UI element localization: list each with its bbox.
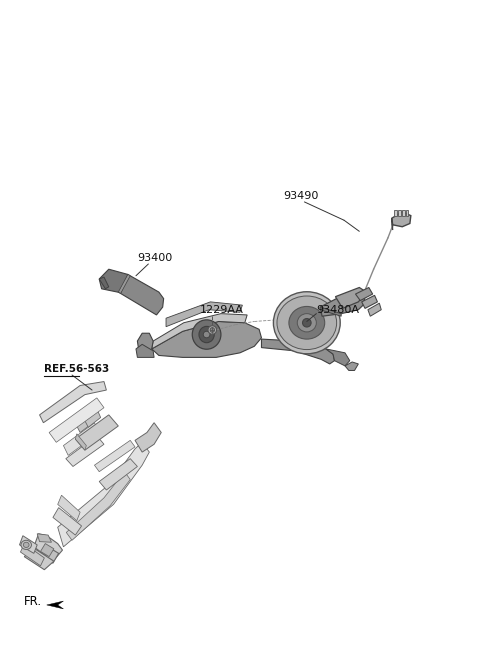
Polygon shape: [95, 440, 135, 472]
Polygon shape: [20, 536, 37, 554]
Polygon shape: [21, 544, 44, 565]
Polygon shape: [320, 307, 341, 316]
Polygon shape: [49, 398, 104, 442]
Polygon shape: [262, 339, 335, 364]
Polygon shape: [75, 415, 118, 450]
Polygon shape: [34, 534, 62, 561]
Polygon shape: [40, 544, 54, 557]
Ellipse shape: [289, 306, 324, 339]
Polygon shape: [24, 548, 54, 569]
Ellipse shape: [302, 319, 311, 327]
Ellipse shape: [297, 314, 316, 332]
Text: REF.56-563: REF.56-563: [44, 363, 109, 374]
Polygon shape: [77, 416, 93, 432]
Polygon shape: [166, 302, 242, 327]
Polygon shape: [58, 442, 149, 547]
Text: FR.: FR.: [24, 594, 42, 607]
Ellipse shape: [203, 331, 210, 338]
Polygon shape: [58, 495, 80, 521]
Polygon shape: [152, 314, 247, 349]
Text: 1229AA: 1229AA: [199, 305, 243, 315]
Ellipse shape: [277, 296, 336, 350]
Text: 93400: 93400: [137, 253, 173, 262]
Polygon shape: [118, 274, 130, 293]
Polygon shape: [345, 362, 359, 371]
Text: 93490: 93490: [283, 191, 318, 201]
Ellipse shape: [24, 543, 29, 548]
Polygon shape: [135, 422, 161, 452]
Polygon shape: [336, 287, 366, 308]
Polygon shape: [63, 422, 99, 455]
Polygon shape: [99, 269, 128, 293]
Polygon shape: [44, 548, 59, 563]
Ellipse shape: [208, 326, 216, 334]
Ellipse shape: [210, 328, 215, 332]
Ellipse shape: [199, 327, 214, 342]
Polygon shape: [406, 211, 408, 216]
Ellipse shape: [192, 320, 221, 349]
Polygon shape: [99, 459, 137, 490]
Polygon shape: [136, 344, 154, 358]
Polygon shape: [39, 382, 107, 422]
Polygon shape: [362, 295, 377, 308]
Polygon shape: [37, 534, 51, 543]
Polygon shape: [85, 411, 101, 427]
Polygon shape: [66, 472, 130, 541]
Polygon shape: [356, 287, 372, 300]
Text: 93480A: 93480A: [316, 305, 360, 315]
Polygon shape: [402, 211, 405, 216]
Polygon shape: [118, 274, 164, 315]
Polygon shape: [320, 292, 365, 316]
Polygon shape: [75, 434, 86, 450]
Polygon shape: [99, 277, 109, 289]
Polygon shape: [398, 211, 401, 216]
Polygon shape: [66, 436, 104, 466]
Polygon shape: [47, 601, 63, 609]
Polygon shape: [392, 218, 393, 230]
Polygon shape: [326, 349, 350, 366]
Polygon shape: [368, 303, 381, 316]
Polygon shape: [394, 211, 397, 216]
Polygon shape: [137, 333, 153, 354]
Ellipse shape: [274, 292, 340, 354]
Ellipse shape: [21, 541, 32, 550]
Polygon shape: [53, 508, 82, 535]
Polygon shape: [392, 212, 411, 227]
Polygon shape: [152, 321, 262, 358]
